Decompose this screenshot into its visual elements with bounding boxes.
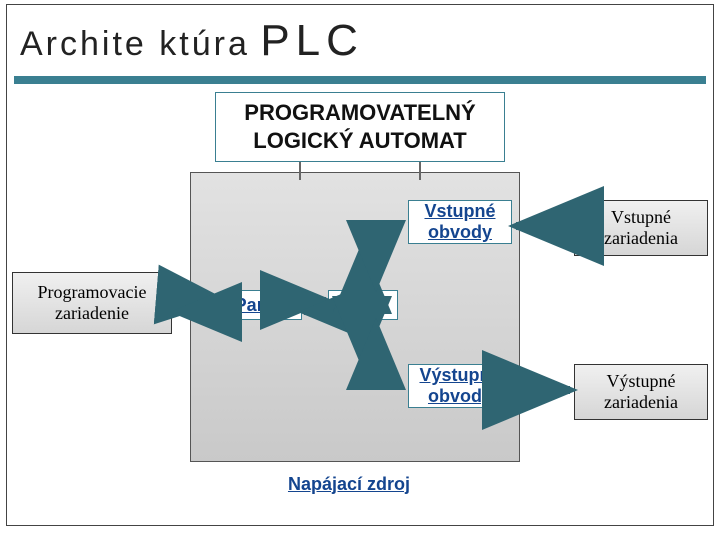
input-circuits-box[interactable]: Vstupné obvody (408, 200, 512, 244)
memory-box[interactable]: Pamäť (224, 290, 302, 320)
programming-device-box: Programovacie zariadenie (12, 272, 172, 334)
slide-title: Archite ktúra PLC (14, 6, 370, 74)
programming-device-label: Programovacie zariadenie (38, 282, 147, 324)
title-bold: PLC (260, 16, 364, 66)
input-devices-box: Vstupné zariadenia (574, 200, 708, 256)
plc-header-line1: PROGRAMOVATELNÝ (216, 99, 504, 127)
output-devices-box: Výstupné zariadenia (574, 364, 708, 420)
power-supply-label: Napájací zdroj (288, 474, 410, 495)
plc-header: PROGRAMOVATELNÝ LOGICKÝ AUTOMAT (215, 92, 505, 162)
plc-header-line2: LOGICKÝ AUTOMAT (216, 127, 504, 155)
input-circuits-label: Vstupné obvody (424, 201, 495, 242)
cpu-label: CPU (344, 295, 382, 316)
cpu-box[interactable]: CPU (328, 290, 398, 320)
title-underline (14, 76, 706, 84)
title-main: Archite ktúra (20, 25, 250, 63)
power-supply-box[interactable]: Napájací zdroj (264, 470, 434, 498)
output-circuits-label: Výstupné obvody (419, 365, 500, 406)
input-devices-label: Vstupné zariadenia (604, 207, 678, 249)
memory-label: Pamäť (235, 295, 292, 316)
output-circuits-box[interactable]: Výstupné obvody (408, 364, 512, 408)
output-devices-label: Výstupné zariadenia (604, 371, 678, 413)
